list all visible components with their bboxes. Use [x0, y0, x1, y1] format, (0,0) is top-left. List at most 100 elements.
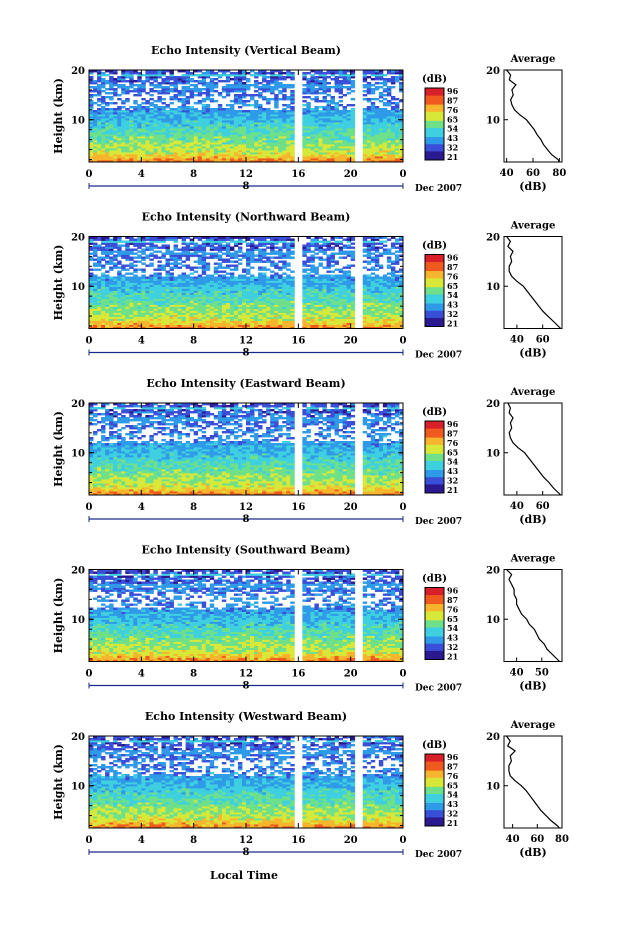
heatmap-cell: [213, 118, 219, 121]
heatmap-cell: [326, 148, 331, 151]
heatmap-cell: [302, 136, 307, 139]
heatmap-cell: [270, 138, 275, 141]
heatmap-cell: [185, 130, 191, 133]
heatmap-cell: [274, 132, 279, 135]
heatmap-cell: [233, 142, 239, 145]
heatmap-cell: [250, 142, 255, 145]
heatmap-cell: [310, 132, 315, 135]
heatmap-cell: [282, 76, 287, 79]
heatmap-cell: [246, 130, 251, 133]
heatmap-cell: [217, 106, 223, 109]
heatmap-cell: [205, 136, 211, 139]
heatmap-cell: [237, 122, 243, 125]
heatmap-cell: [390, 146, 396, 149]
heatmap-cell: [181, 90, 187, 93]
heatmap-cell: [334, 136, 339, 139]
heatmap-cell: [370, 146, 376, 149]
heatmap-cell: [93, 122, 98, 125]
heatmap-cell: [237, 86, 243, 89]
heatmap-cell: [350, 86, 356, 89]
heatmap-cell: [274, 98, 279, 101]
heatmap-cell: [330, 144, 335, 147]
heatmap-cell: [157, 100, 162, 103]
heatmap-cell: [137, 140, 142, 143]
heatmap-cell: [322, 142, 327, 145]
heatmap-cell: [133, 90, 138, 93]
heatmap-cell: [398, 126, 404, 129]
heatmap-cell: [258, 136, 263, 139]
heatmap-cell: [246, 134, 251, 137]
heatmap-cell: [213, 140, 219, 143]
average-x-tick-label: 60: [526, 168, 540, 179]
heatmap-cell: [390, 138, 396, 141]
heatmap-cell: [246, 136, 251, 139]
heatmap-cell: [322, 136, 327, 139]
heatmap-cell: [141, 132, 146, 135]
heatmap-cell: [282, 272, 287, 275]
heatmap-cell: [290, 84, 295, 87]
heatmap-cell: [225, 108, 231, 111]
heatmap-cell: [350, 104, 356, 107]
heatmap-cell: [145, 134, 150, 137]
heatmap-cell: [113, 152, 118, 155]
heatmap-cell: [145, 142, 150, 145]
heatmap-cell: [197, 130, 203, 133]
heatmap-cell: [362, 134, 368, 137]
heatmap-cell: [338, 80, 344, 83]
heatmap-cell: [398, 140, 404, 143]
heatmap-cell: [109, 82, 114, 85]
heatmap-cell: [314, 154, 319, 157]
heatmap-cell: [173, 80, 178, 83]
heatmap-cell: [278, 156, 283, 159]
heatmap-cell: [322, 96, 327, 99]
heatmap-cell: [101, 86, 106, 89]
heatmap-cell: [282, 134, 287, 137]
heatmap-cell: [185, 118, 191, 121]
heatmap-cell: [161, 114, 166, 117]
heatmap-cell: [346, 128, 352, 131]
heatmap-cell: [133, 146, 138, 149]
heatmap-cell: [209, 138, 215, 141]
heatmap-cell: [177, 106, 182, 109]
heatmap-cell: [362, 146, 368, 149]
heatmap-cell: [177, 90, 182, 93]
heatmap-cell: [181, 80, 187, 83]
heatmap-cell: [342, 142, 348, 145]
heatmap-cell: [394, 118, 400, 121]
heatmap-cell: [173, 124, 178, 127]
heatmap-cell: [282, 110, 287, 113]
heatmap-cell: [262, 160, 267, 163]
heatmap-cell: [266, 126, 271, 129]
heatmap-cell: [370, 154, 376, 157]
heatmap-cell: [165, 134, 170, 137]
heatmap-cell: [382, 116, 388, 119]
heatmap-cell: [302, 154, 307, 157]
heatmap-cell: [113, 90, 118, 93]
heatmap-cell: [121, 152, 126, 155]
heatmap-cell: [322, 118, 327, 121]
heatmap-cell: [117, 156, 122, 159]
heatmap-cell: [125, 156, 130, 159]
heatmap-cell: [105, 152, 110, 155]
heatmap-cell: [89, 150, 94, 153]
heatmap-cell: [105, 96, 110, 99]
heatmap-cell: [286, 128, 291, 131]
heatmap-cell: [101, 160, 106, 163]
heatmap-cell: [149, 114, 154, 117]
heatmap-cell: [382, 80, 388, 83]
heatmap-cell: [394, 76, 400, 79]
heatmap-cell: [386, 114, 392, 117]
heatmap-cell: [117, 126, 122, 129]
heatmap-cell: [173, 156, 178, 159]
heatmap-cell: [113, 142, 118, 145]
heatmap-cell: [141, 84, 146, 87]
heatmap-cell: [366, 150, 372, 153]
heatmap-cell: [201, 106, 207, 109]
heatmap-cell: [97, 100, 102, 103]
heatmap-cell: [153, 138, 158, 141]
heatmap-cell: [374, 134, 380, 137]
heatmap-cell: [338, 150, 344, 153]
heatmap-cell: [165, 148, 170, 151]
heatmap-cell: [237, 146, 243, 149]
heatmap-cell: [177, 146, 182, 149]
